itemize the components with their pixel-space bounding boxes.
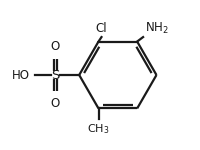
Text: CH$_3$: CH$_3$ xyxy=(87,122,110,136)
Text: S: S xyxy=(51,69,60,81)
Text: O: O xyxy=(51,40,60,53)
Text: O: O xyxy=(51,97,60,110)
Text: HO: HO xyxy=(12,69,30,81)
Text: Cl: Cl xyxy=(96,22,107,35)
Text: NH$_2$: NH$_2$ xyxy=(145,21,168,36)
